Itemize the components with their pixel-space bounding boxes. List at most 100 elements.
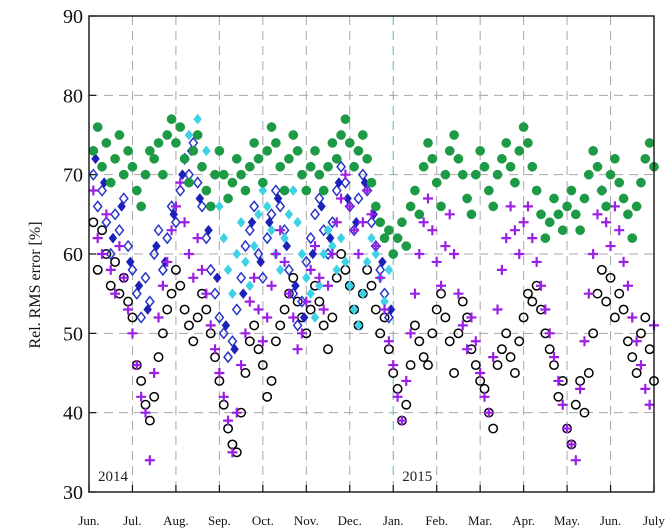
data-point-filled-circle	[284, 153, 294, 164]
data-point-filled-diamond	[371, 248, 381, 260]
data-point-plus	[401, 375, 412, 386]
data-point-filled-circle	[601, 201, 612, 212]
data-point-filled-diamond	[275, 264, 285, 276]
data-point-open-diamond	[297, 295, 307, 308]
data-point-plus	[544, 328, 555, 339]
data-point-plus	[627, 312, 638, 323]
data-point-open-diamond	[131, 287, 142, 300]
data-point-plus	[566, 439, 577, 450]
data-point-open-diamond	[357, 168, 368, 181]
data-point-filled-circle	[331, 153, 342, 164]
data-point-filled-circle	[457, 169, 468, 180]
data-point-plus	[262, 312, 273, 323]
data-point-open-diamond	[231, 303, 242, 316]
data-point-plus	[288, 312, 299, 323]
data-point-plus	[318, 304, 329, 315]
data-point-filled-diamond	[262, 200, 272, 212]
data-point-filled-circle	[549, 193, 559, 204]
data-point-open-diamond	[353, 192, 364, 205]
data-point-plus	[314, 272, 325, 283]
data-point-plus	[644, 399, 655, 410]
data-point-open-circle	[583, 368, 594, 378]
data-point-filled-circle	[431, 177, 442, 188]
data-point-open-circle	[496, 344, 507, 355]
y-tick-label: 80	[63, 85, 83, 107]
data-point-filled-diamond	[249, 240, 259, 252]
data-point-open-circle	[288, 272, 299, 283]
data-point-plus	[97, 249, 108, 259]
data-point-filled-circle	[110, 153, 120, 164]
data-point-open-circle	[527, 296, 538, 307]
data-point-plus	[466, 312, 477, 323]
data-point-open-diamond	[136, 311, 147, 324]
data-point-plus	[462, 344, 473, 355]
data-point-plus	[575, 383, 586, 394]
data-point-open-diamond	[218, 327, 229, 340]
data-point-open-circle	[305, 304, 316, 315]
data-point-open-diamond	[210, 287, 220, 300]
data-point-filled-circle	[392, 233, 403, 243]
data-point-filled-diamond	[351, 216, 361, 228]
data-point-plus	[570, 455, 581, 466]
data-point-filled-circle	[510, 177, 520, 188]
data-point-filled-circle	[188, 146, 199, 156]
data-point-filled-circle	[423, 138, 433, 148]
data-point-filled-diamond	[336, 232, 346, 244]
data-point-filled-diamond	[358, 288, 368, 300]
data-point-filled-diamond	[319, 248, 329, 260]
data-point-filled-diamond	[245, 280, 255, 292]
data-point-plus	[540, 304, 551, 315]
data-point-open-circle	[644, 344, 655, 355]
data-point-filled-circle	[127, 161, 138, 172]
data-point-filled-circle	[301, 185, 312, 196]
data-point-plus	[88, 185, 99, 196]
data-point-filled-circle	[101, 138, 112, 148]
data-point-filled-diamond	[384, 264, 394, 276]
data-point-open-circle	[110, 256, 121, 267]
data-point-filled-circle	[475, 146, 486, 156]
data-point-open-diamond	[366, 216, 377, 229]
data-point-filled-diamond	[125, 256, 135, 268]
data-point-open-diamond	[270, 184, 281, 197]
data-point-filled-diamond	[315, 280, 324, 292]
data-point-open-diamond	[140, 271, 151, 285]
axes	[88, 15, 655, 493]
data-point-filled-circle	[566, 185, 577, 196]
data-point-plus	[492, 304, 503, 315]
data-point-plus	[431, 256, 442, 267]
data-point-open-circle	[492, 360, 503, 371]
data-point-plus	[131, 360, 142, 371]
data-point-plus	[197, 264, 207, 275]
data-point-filled-circle	[514, 146, 525, 156]
data-point-open-diamond	[162, 231, 173, 245]
data-point-plus	[366, 209, 377, 220]
data-point-plus	[496, 264, 507, 275]
data-point-open-circle	[149, 391, 160, 402]
y-tick-label: 50	[63, 323, 83, 345]
data-point-open-circle	[614, 288, 625, 299]
data-point-plus	[327, 249, 338, 259]
data-point-filled-circle	[505, 161, 516, 172]
data-point-plus	[344, 201, 355, 212]
data-point-open-circle	[97, 225, 107, 236]
data-point-plus	[488, 352, 499, 363]
data-point-filled-circle	[118, 169, 129, 180]
data-point-filled-circle	[153, 138, 164, 148]
data-point-plus	[453, 288, 464, 299]
data-point-filled-circle	[279, 185, 290, 196]
data-point-plus	[505, 201, 516, 212]
data-point-open-circle	[444, 336, 455, 347]
data-point-plus	[409, 288, 420, 299]
data-point-plus	[479, 391, 490, 402]
data-point-filled-circle	[623, 209, 633, 220]
y-tick-label: 90	[63, 6, 83, 28]
x-tick-label: Apr.	[512, 513, 535, 528]
data-points	[88, 113, 659, 466]
data-point-filled-diamond	[117, 200, 126, 212]
data-point-plus	[531, 256, 542, 267]
data-point-plus	[622, 280, 633, 291]
data-point-open-circle	[279, 304, 290, 315]
data-point-filled-circle	[292, 146, 303, 156]
data-point-plus	[114, 241, 125, 252]
data-point-filled-circle	[531, 185, 542, 196]
